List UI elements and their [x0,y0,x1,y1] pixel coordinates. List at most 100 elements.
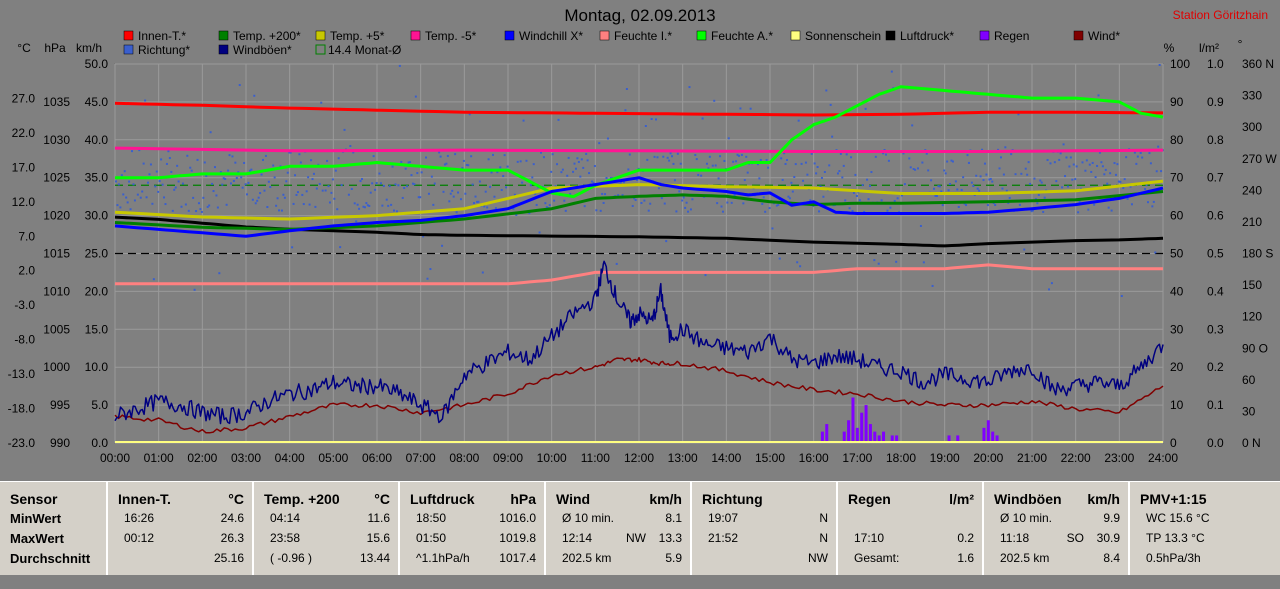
table-row: Ø 10 min. 8.1 [546,511,690,529]
direction-point [238,84,241,87]
direction-point [787,195,790,198]
tick-c: -8.0 [14,333,35,347]
direction-point [253,94,256,97]
direction-point [512,207,515,210]
direction-point [1043,196,1046,199]
direction-point [1064,175,1067,178]
table-row: 01:50 1019.8 [400,531,544,549]
rain-bar [820,431,824,443]
direction-point [449,192,452,195]
direction-point [515,213,518,216]
direction-point [462,159,465,162]
rain-bar [851,397,855,443]
direction-point [289,151,292,154]
table-row: ^1.1hPa/h 1017.4 [400,551,544,569]
direction-point [167,150,170,153]
direction-point [800,162,803,165]
direction-point [455,211,458,214]
direction-point [147,181,150,184]
tick-time: 09:00 [493,451,523,465]
direction-point [296,191,299,194]
direction-point [595,209,598,212]
table-row: 18:50 1016.0 [400,511,544,529]
direction-point [688,86,691,89]
direction-point [604,193,607,196]
direction-point [513,193,516,196]
direction-point [768,207,771,210]
direction-point [529,184,532,187]
direction-point [221,183,224,186]
tick-time: 07:00 [406,451,436,465]
direction-point [850,156,853,159]
table-col-innen-t-: Innen-T. °C 16:26 24.6 00:12 26.3 25.16 [108,482,254,575]
direction-point [815,172,818,175]
direction-point [299,161,302,164]
direction-point [120,174,123,177]
direction-point [1074,178,1077,181]
direction-point [407,161,410,164]
direction-point [157,190,160,193]
direction-point [473,201,476,204]
direction-point [1144,188,1147,191]
direction-point [896,197,899,200]
direction-point [1053,161,1056,164]
table-row: 25.16 [108,551,252,569]
direction-point [333,197,336,200]
tick-hpa: 1030 [43,133,70,147]
direction-point [810,152,813,155]
legend-label: Wind* [1088,29,1120,43]
direction-point [1085,159,1088,162]
direction-point [665,240,668,243]
direction-point [759,158,762,161]
direction-point [970,181,973,184]
direction-point [215,194,218,197]
direction-point [403,186,406,189]
direction-point [740,153,743,156]
direction-point [208,204,211,207]
direction-point [646,158,649,161]
direction-point [213,166,216,169]
direction-point [374,188,377,191]
direction-point [390,203,393,206]
direction-point [937,185,940,188]
direction-point [902,152,905,155]
direction-point [200,210,203,213]
tick-deg: 330 [1242,89,1262,103]
direction-point [919,224,922,227]
direction-point [155,170,158,173]
cell-value: 26.3 [220,531,244,545]
direction-point [1004,146,1007,149]
tick-hpa: 990 [50,436,70,450]
direction-point [459,198,462,201]
tick-hpa: 1020 [43,209,70,223]
tick-c: 2.0 [18,264,35,278]
direction-point [246,193,248,196]
direction-point [844,199,847,202]
direction-point [314,205,317,208]
cell-label: 04:14 [270,511,301,525]
direction-point [381,204,384,207]
direction-point [660,197,663,200]
direction-point [189,166,192,169]
direction-point [420,171,423,174]
direction-point [132,183,135,186]
rain-bar [864,405,868,443]
direction-point [164,203,167,206]
table-header: Windböen [994,491,1062,507]
direction-point [1145,184,1148,187]
direction-point [197,202,200,205]
direction-point [858,199,861,202]
series-line-wind- [114,356,1164,434]
direction-point [569,192,572,195]
direction-point [868,184,871,187]
direction-point [307,176,310,179]
direction-point [796,261,799,264]
table-row: NW [692,551,836,569]
direction-point [419,196,422,199]
tick-pct: 90 [1170,95,1184,109]
direction-point [585,152,588,155]
tick-lm2: 0.8 [1207,133,1224,147]
direction-point [211,182,214,185]
direction-point [311,178,314,181]
cell-label: 11:18 [1000,531,1030,545]
